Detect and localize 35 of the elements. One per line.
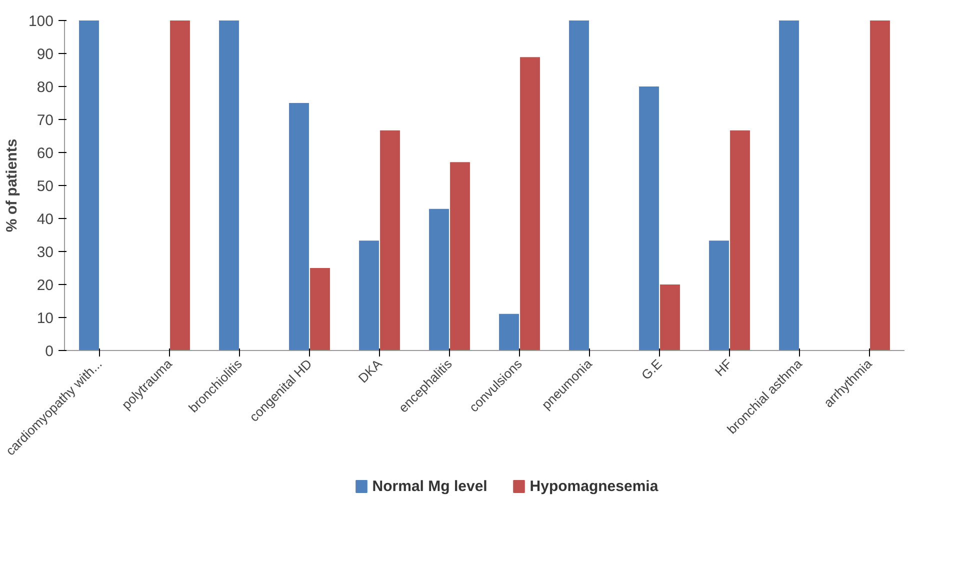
- bar: [499, 314, 519, 350]
- bar: [289, 103, 309, 350]
- legend-label: Hypomagnesemia: [530, 478, 659, 495]
- y-tick-label: 50: [36, 178, 54, 195]
- x-tick-label: G.E: [638, 356, 666, 383]
- bar: [170, 20, 190, 350]
- x-tick-label: DKA: [355, 356, 386, 386]
- y-tick-label: 40: [36, 211, 54, 228]
- y-tick-label: 80: [36, 79, 54, 96]
- bar: [520, 57, 540, 350]
- y-tick-label: 90: [36, 46, 54, 63]
- bar: [359, 240, 379, 350]
- bar: [79, 20, 99, 350]
- y-tick-label: 10: [36, 310, 54, 327]
- y-tick-label: 100: [28, 13, 54, 30]
- y-tick-label: 60: [36, 145, 54, 162]
- x-tick-label: HF: [712, 356, 735, 380]
- bar: [730, 130, 750, 350]
- y-tick-label: 0: [45, 343, 54, 360]
- y-axis-title: % of patients: [3, 138, 20, 232]
- bar: [219, 20, 239, 350]
- y-tick-label: 70: [36, 112, 54, 129]
- bar: [429, 208, 449, 350]
- bar: [450, 162, 470, 350]
- bar: [660, 284, 680, 350]
- bar: [870, 20, 890, 350]
- y-tick-label: 20: [36, 277, 54, 294]
- bar: [569, 20, 589, 350]
- bar: [779, 20, 799, 350]
- bar: [639, 86, 659, 350]
- bar: [380, 130, 400, 350]
- bar: [310, 268, 330, 350]
- bar: [709, 240, 729, 350]
- legend-label: Normal Mg level: [372, 478, 488, 495]
- y-tick-label: 30: [36, 244, 54, 261]
